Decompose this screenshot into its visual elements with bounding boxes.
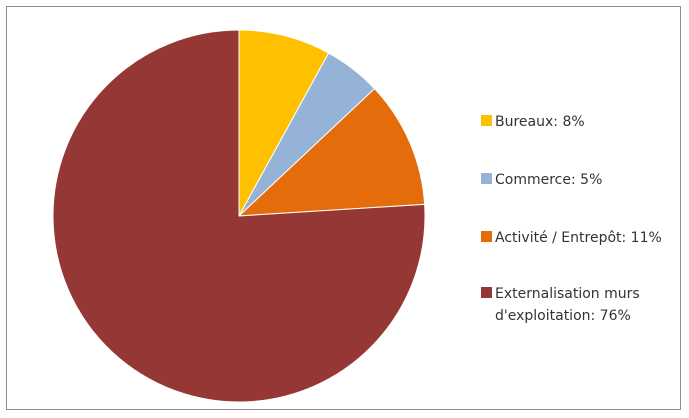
legend-label-externalisation-line2: d'exploitation: 76% xyxy=(495,308,631,324)
legend-swatch-activite-entrepot xyxy=(481,231,492,242)
pie-slice-activite-entrepot xyxy=(237,87,426,217)
legend-item-activite-entrepot: Activité / Entrepôt: 11% xyxy=(481,227,662,249)
pie-slice-bureaux xyxy=(238,29,330,217)
legend-item-bureaux: Bureaux: 8% xyxy=(481,111,585,133)
legend-label-bureaux: Bureaux: 8% xyxy=(495,114,585,130)
legend-item-commerce: Commerce: 5% xyxy=(481,169,602,191)
legend-label-activite-entrepot: Activité / Entrepôt: 11% xyxy=(495,230,662,246)
pie-chart xyxy=(52,29,426,403)
legend-label-externalisation: Externalisation murs d'exploitation: 76% xyxy=(495,283,640,327)
chart-frame: Bureaux: 8% Commerce: 5% Activité / Entr… xyxy=(6,6,681,410)
legend-swatch-commerce xyxy=(481,173,492,184)
legend-label-commerce: Commerce: 5% xyxy=(495,172,603,188)
legend-item-externalisation: Externalisation murs d'exploitation: 76% xyxy=(481,283,640,327)
pie-slice-externalisation xyxy=(52,29,426,403)
legend-label-externalisation-line1: Externalisation murs xyxy=(495,286,640,302)
legend-swatch-bureaux xyxy=(481,115,492,126)
legend-swatch-externalisation xyxy=(481,287,492,298)
